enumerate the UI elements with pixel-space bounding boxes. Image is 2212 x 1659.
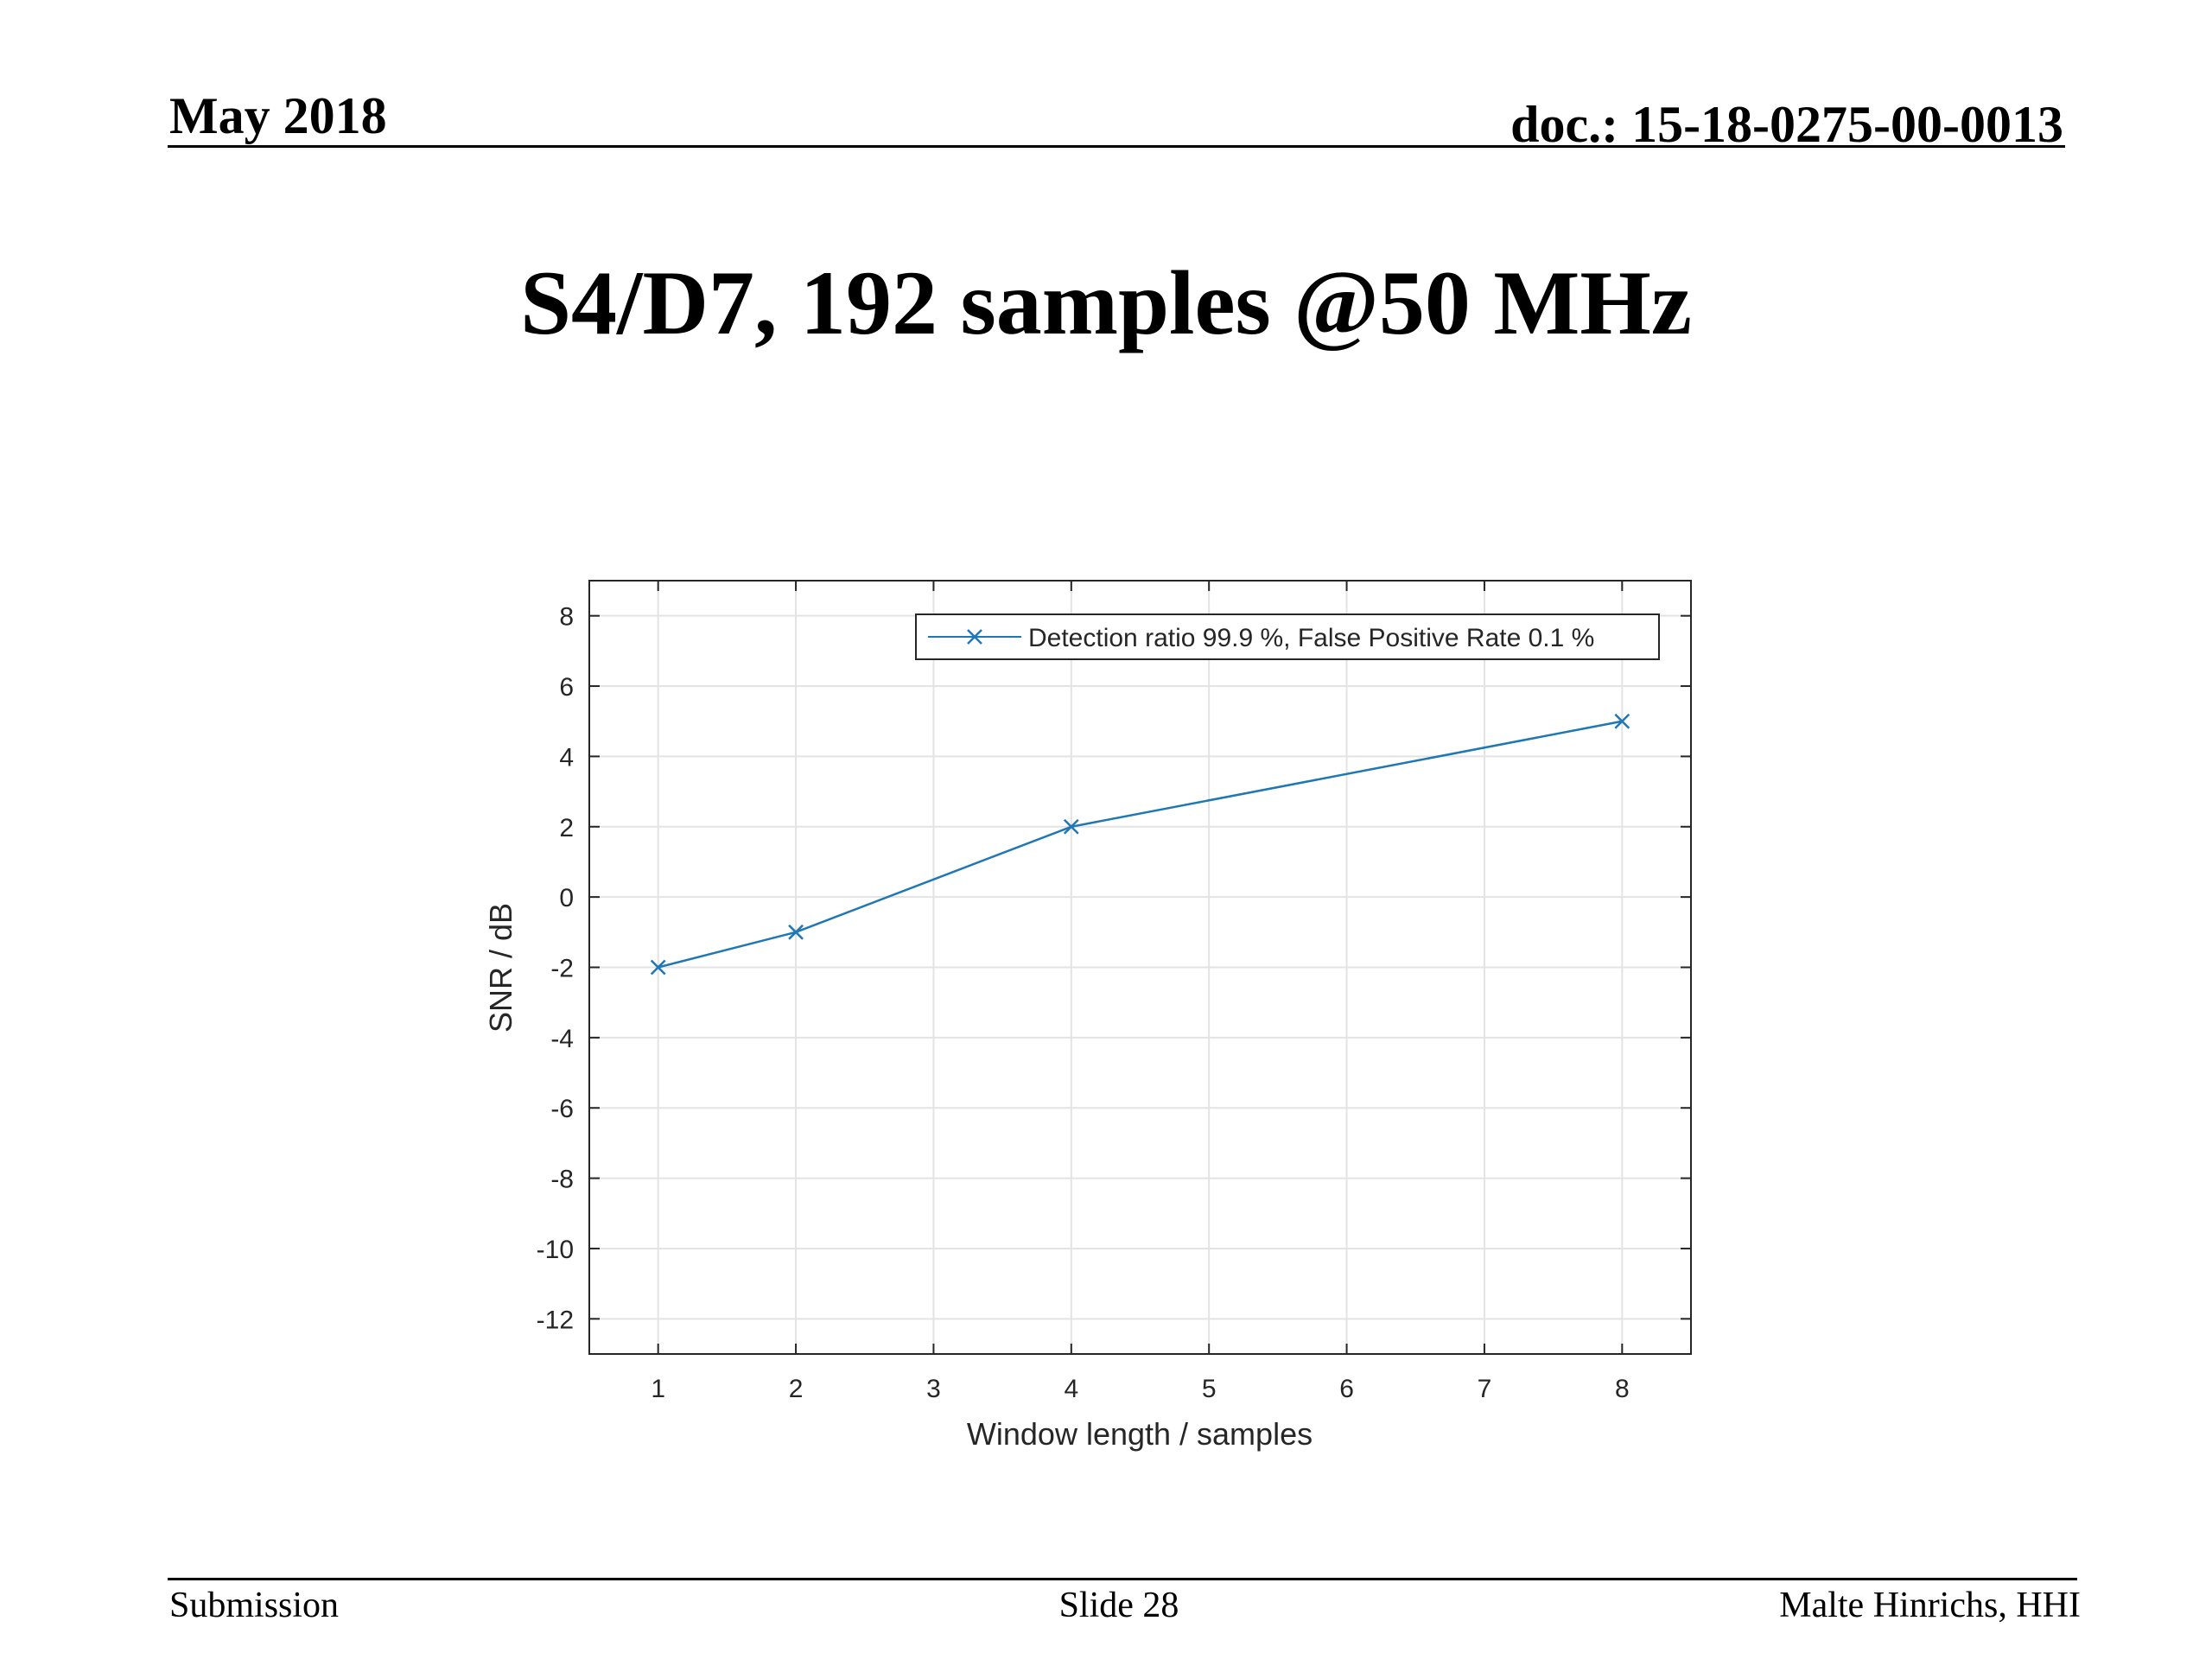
marker-stroke — [1614, 713, 1630, 729]
header-rule — [168, 145, 2065, 148]
marker-stroke — [650, 959, 666, 976]
marker-stroke — [788, 924, 804, 940]
x-tick-label: 4 — [1064, 1375, 1078, 1403]
footer-rule — [168, 1578, 2077, 1580]
footer-slide-number: Slide 28 — [1058, 1586, 1179, 1625]
y-tick-label: -6 — [550, 1095, 574, 1123]
legend: Detection ratio 99.9 %, False Positive R… — [915, 613, 1660, 660]
plot-area — [589, 581, 1691, 1354]
marker-stroke — [1614, 713, 1630, 729]
axis-ticks: 1 2 3 4 5 6 7 8 8 6 4 2 0 -2 -4 -6 -8 -10 -12 — [537, 581, 1691, 1403]
x-tick-label: 3 — [926, 1375, 941, 1403]
y-tick-label: 0 — [559, 884, 574, 912]
marker-stroke — [1063, 818, 1079, 835]
x-tick-label: 2 — [789, 1375, 804, 1403]
series-layer — [650, 713, 1630, 976]
legend-label: Detection ratio 99.9 %, False Positive R… — [1028, 624, 1594, 652]
y-tick-label: -10 — [537, 1236, 574, 1264]
x-axis-label: Window length / samples — [967, 1416, 1313, 1452]
x-tick-label: 1 — [651, 1375, 665, 1403]
footer-submission: Submission — [169, 1586, 340, 1625]
x-tick-label: 7 — [1478, 1375, 1492, 1403]
y-tick-label: 4 — [559, 743, 574, 772]
plot-frame — [588, 580, 1692, 1355]
slide-title: S4/D7, 192 samples @50 MHz — [520, 252, 1692, 353]
footer-author: Malte Hinrichs, HHI — [1779, 1586, 2081, 1625]
y-tick-label: -12 — [537, 1306, 574, 1334]
marker-stroke — [650, 959, 666, 976]
y-tick-label: 6 — [559, 673, 574, 702]
marker-stroke — [788, 924, 804, 940]
data-point-marker — [1063, 818, 1079, 835]
y-tick-label: 2 — [559, 814, 574, 842]
x-tick-label: 8 — [1615, 1375, 1630, 1403]
y-axis-label: SNR / dB — [483, 903, 518, 1033]
data-point-marker — [788, 924, 804, 940]
marker-stroke — [1063, 818, 1079, 835]
header-doc-id: doc.: 15-18-0275-00-0013 — [1510, 96, 2063, 153]
x-tick-label: 5 — [1202, 1375, 1217, 1403]
data-point-marker — [1614, 713, 1630, 729]
y-tick-label: 8 — [559, 603, 574, 632]
series-line — [658, 720, 1623, 969]
data-point-marker — [650, 959, 666, 976]
x-tick-label: 6 — [1339, 1375, 1354, 1403]
grid-lines — [589, 581, 1691, 1354]
y-tick-label: -8 — [550, 1166, 574, 1194]
legend-box — [915, 613, 1660, 660]
legend-marker — [967, 629, 982, 645]
y-tick-label: -2 — [550, 955, 574, 983]
y-tick-label: -4 — [550, 1025, 574, 1053]
header-date: May 2018 — [169, 87, 387, 144]
